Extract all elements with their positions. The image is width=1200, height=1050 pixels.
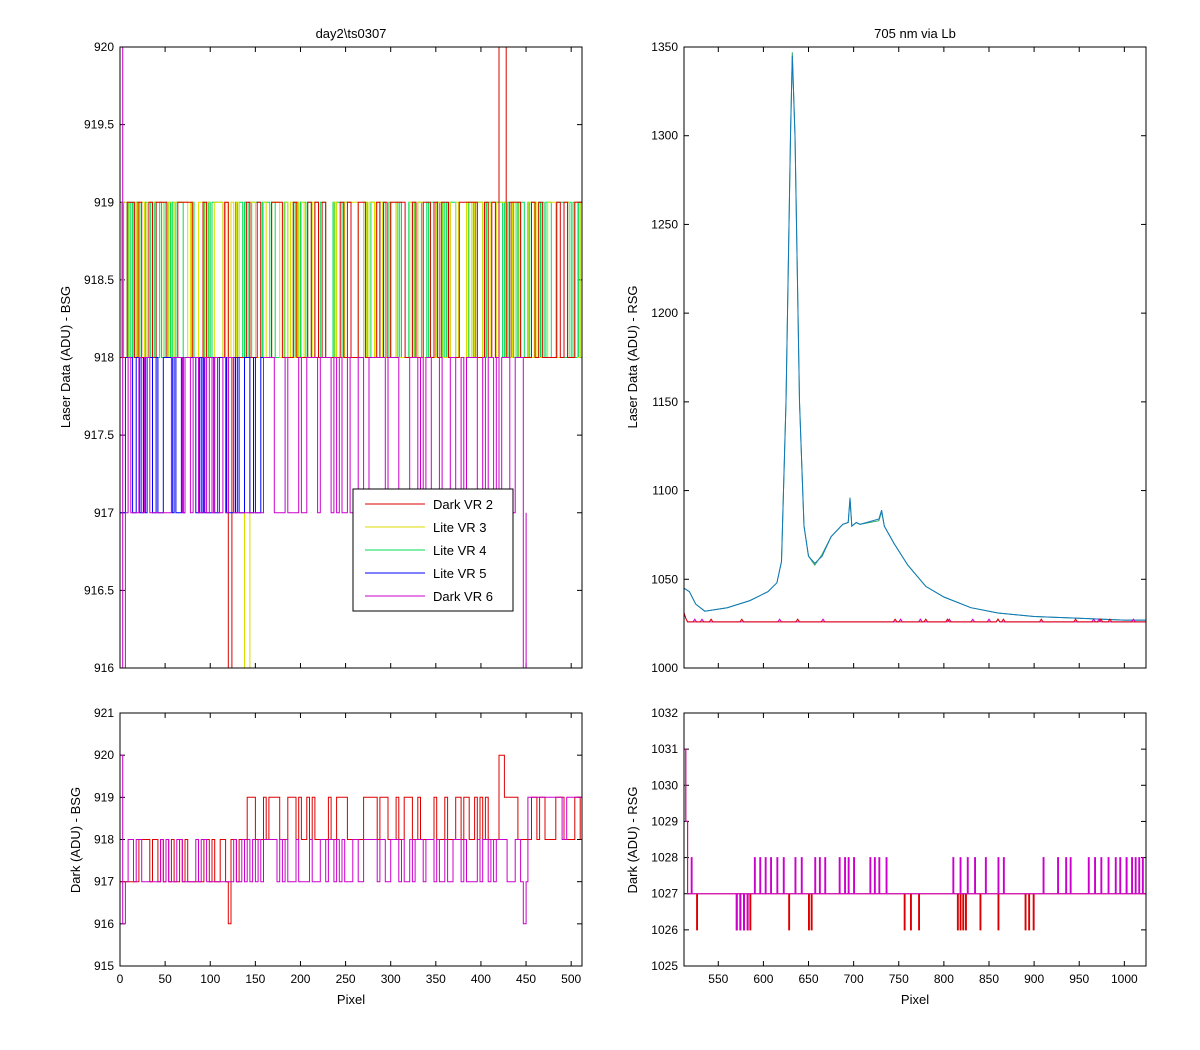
plot-area-tr (684, 47, 1146, 668)
y-tick-label-bl: 920 (94, 748, 114, 762)
legend-entry: Dark VR 6 (433, 589, 493, 604)
y-tick-label-br: 1032 (651, 706, 678, 720)
x-tick-label-br: 550 (708, 972, 728, 986)
series-line-dark-vr-6 (120, 754, 582, 925)
y-tick-label-tr: 1100 (652, 484, 678, 498)
x-tick-label-br: 850 (979, 972, 999, 986)
ticks-tl: 916 916.5 917 917.5 918 918.5 919 919.5 920 (84, 40, 582, 675)
y-tick-label-br: 1031 (651, 742, 678, 756)
series-line-dark-vr-2 (684, 612, 1146, 623)
plot-area-br (684, 713, 1146, 966)
series-line-dark-vr-6 (684, 748, 1146, 931)
y-tick-label-br: 1028 (651, 851, 678, 865)
x-tick-label-br: 1000 (1111, 972, 1138, 986)
y-tick-label-br: 1029 (651, 814, 678, 828)
y-axis-label-tl: Laser Data (ADU) - BSG (58, 286, 73, 428)
x-tick-label-br: 900 (1024, 972, 1044, 986)
series-group-tr (684, 52, 1146, 623)
y-tick-label-bl: 919 (94, 790, 114, 804)
y-axis-label-tr: Laser Data (ADU) - RSG (625, 285, 640, 428)
chart-tr: 1000 1050 1100 1150 1200 1250 1300 1350 705 nm … (625, 26, 1147, 675)
y-tick-label-tr: 1000 (651, 661, 678, 675)
chart-br: 1025 1026 1027 1028 1029 1030 1031 1032 550 600 65… (625, 706, 1147, 1007)
y-tick-label-tr: 1150 (652, 395, 678, 409)
y-tick-label-tr: 1350 (651, 40, 678, 54)
y-tick-label-tl: 918.5 (84, 273, 114, 287)
y-tick-label-tl: 916.5 (84, 583, 114, 597)
series-line-dark-vr-6 (120, 47, 527, 668)
ticks-tr: 1000 1050 1100 1150 1200 1250 1300 1350 (651, 40, 1146, 675)
y-axis-label-br: Dark (ADU) - RSG (625, 787, 640, 894)
y-tick-label-tl: 920 (94, 40, 114, 54)
x-tick-label-bl: 300 (381, 972, 401, 986)
x-tick-label-br: 700 (844, 972, 864, 986)
y-tick-label-tl: 917 (94, 506, 114, 520)
y-tick-label-br: 1027 (651, 887, 678, 901)
x-tick-label-br: 600 (753, 972, 773, 986)
x-tick-label-bl: 0 (117, 972, 124, 986)
x-tick-label-bl: 150 (245, 972, 265, 986)
chart-bl: 915 916 917 918 919 920 921 0 50 100 150 200 250 300 3… (68, 706, 583, 1007)
axes-frame-tr (683, 46, 1147, 669)
y-tick-label-bl: 921 (94, 706, 114, 720)
y-tick-label-tr: 1250 (651, 217, 678, 231)
x-tick-label-bl: 250 (336, 972, 356, 986)
axes-frame-tl (119, 46, 583, 669)
chart-title-tr: 705 nm via Lb (874, 26, 956, 41)
y-tick-label-tl: 919.5 (84, 118, 114, 132)
x-axis-label-br: Pixel (901, 992, 929, 1007)
y-tick-label-tl: 917.5 (84, 428, 114, 442)
y-tick-label-br: 1025 (651, 959, 678, 973)
series-group-tl (120, 47, 582, 668)
ticks-br: 1025 1026 1027 1028 1029 1030 1031 1032 550 600 65… (651, 706, 1146, 986)
x-tick-label-br: 750 (889, 972, 909, 986)
y-tick-label-bl: 917 (94, 875, 114, 889)
series-line-lite-vr-5 (684, 55, 1146, 621)
y-tick-label-br: 1026 (651, 923, 678, 937)
x-tick-label-bl: 450 (516, 972, 536, 986)
legend-entry: Lite VR 5 (433, 566, 486, 581)
x-axis-label-bl: Pixel (337, 992, 365, 1007)
y-tick-label-tl: 919 (94, 195, 114, 209)
y-tick-label-tr: 1300 (651, 129, 678, 143)
ticks-bl: 915 916 917 918 919 920 921 0 50 100 150 200 250 300 3… (94, 706, 582, 986)
x-tick-label-bl: 50 (158, 972, 172, 986)
y-tick-label-tr: 1200 (651, 306, 678, 320)
x-tick-label-br: 950 (1069, 972, 1089, 986)
x-tick-label-br: 650 (799, 972, 819, 986)
legend-entry: Lite VR 4 (433, 543, 486, 558)
axes-frame-br (683, 712, 1147, 967)
y-axis-label-bl: Dark (ADU) - BSG (68, 787, 83, 893)
legend-entry: Lite VR 3 (433, 520, 486, 535)
x-tick-label-bl: 200 (290, 972, 310, 986)
legend-tl: Dark VR 2 Lite VR 3 Lite VR 4 Lite VR 5 Dark… (352, 488, 514, 612)
y-tick-label-tl: 918 (94, 351, 114, 365)
y-tick-label-br: 1030 (651, 778, 678, 792)
y-tick-label-bl: 916 (94, 917, 114, 931)
legend-entry: Dark VR 2 (433, 497, 493, 512)
x-tick-label-bl: 500 (561, 972, 581, 986)
y-tick-label-tl: 916 (94, 661, 114, 675)
x-tick-label-bl: 100 (200, 972, 220, 986)
y-tick-label-tr: 1050 (651, 572, 678, 586)
x-tick-label-bl: 400 (471, 972, 491, 986)
y-tick-label-bl: 918 (94, 833, 114, 847)
y-tick-label-bl: 915 (94, 959, 114, 973)
chart-title-tl: day2\ts0307 (316, 26, 387, 41)
chart-tl: 916 916.5 917 917.5 918 918.5 919 919.5 920 day2… (58, 26, 583, 675)
x-tick-label-br: 800 (934, 972, 954, 986)
axes-frame-bl (119, 712, 583, 967)
series-group-br (684, 748, 1146, 931)
series-group-bl (120, 754, 582, 925)
x-tick-label-bl: 350 (426, 972, 446, 986)
